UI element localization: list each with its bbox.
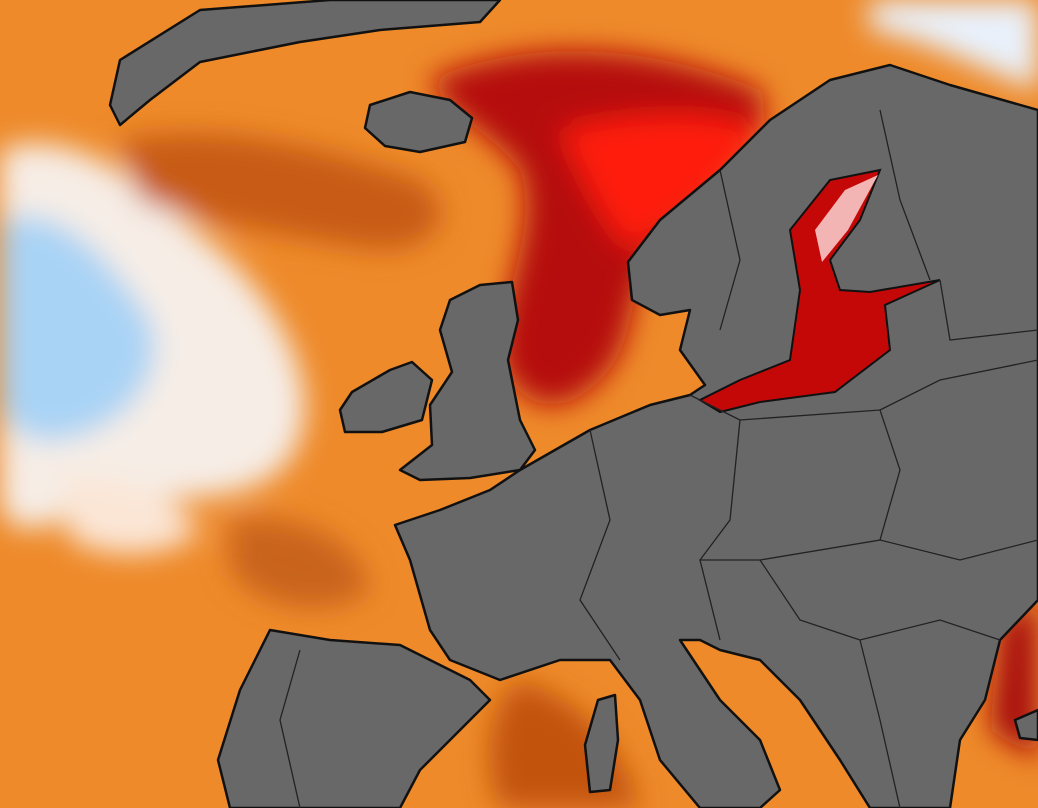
baltic-sea-outline — [697, 168, 941, 414]
warm-zone — [230, 518, 370, 608]
land — [108, 0, 1038, 808]
corsica-sardinia — [583, 693, 620, 794]
greenland — [108, 0, 502, 127]
warm-zone — [120, 133, 441, 250]
neutral-zone — [60, 478, 200, 554]
mainland-europe — [393, 63, 1038, 808]
cool-zone — [870, 0, 1038, 90]
bothnian-bay — [815, 175, 878, 262]
borders — [279, 109, 1038, 808]
iceland — [363, 90, 474, 154]
crimea — [1013, 708, 1038, 742]
iberia — [216, 628, 492, 808]
ireland — [338, 360, 434, 434]
cool-zone — [0, 216, 155, 441]
hot-zone — [560, 115, 760, 250]
great-britain — [398, 280, 537, 482]
